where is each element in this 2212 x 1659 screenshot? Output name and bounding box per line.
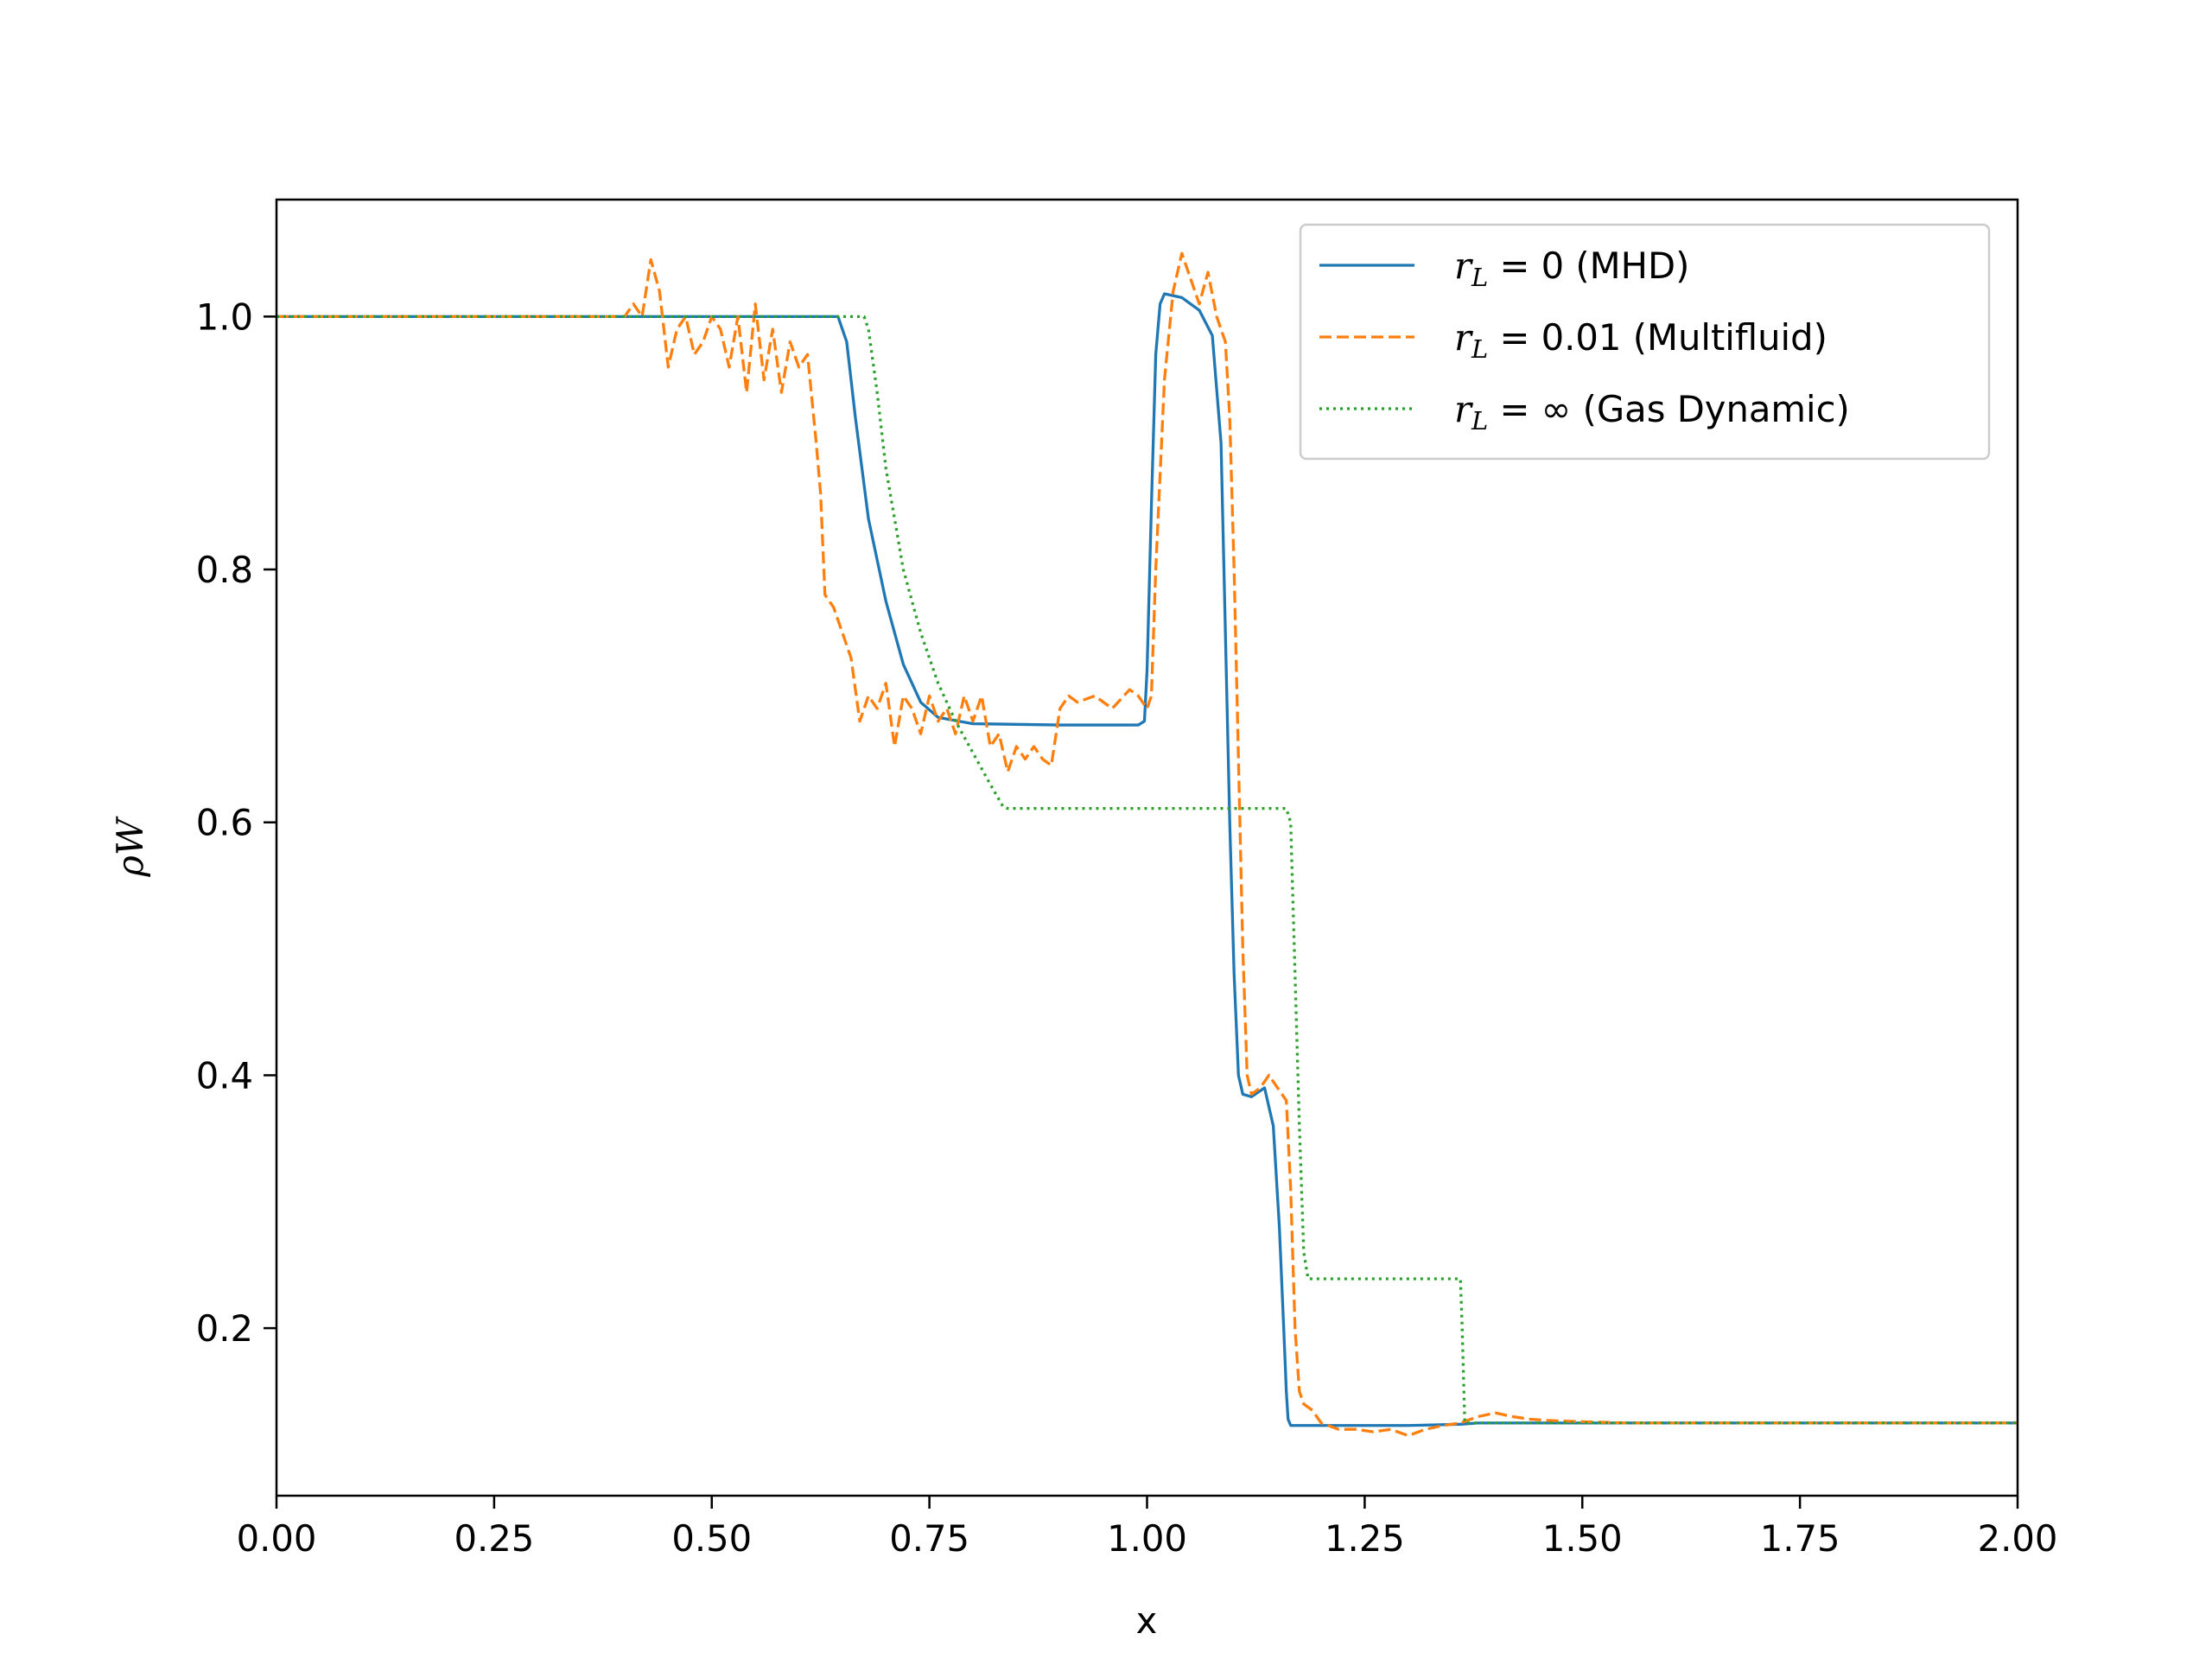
x-tick-label: 0.25 bbox=[454, 1517, 534, 1560]
y-axis: 0.2 0.4 0.6 0.8 1.0 bbox=[196, 296, 276, 1350]
legend-label-2: rL = 0.01 (Multifluid) bbox=[1454, 316, 1827, 364]
series-line-1 bbox=[276, 292, 2018, 1427]
x-tick-label: 0.75 bbox=[889, 1517, 969, 1560]
series-line-2 bbox=[276, 251, 2018, 1438]
y-axis-label: ρW bbox=[109, 816, 151, 878]
y-tick-label: 0.2 bbox=[196, 1307, 253, 1350]
x-tick-label: 1.75 bbox=[1760, 1517, 1840, 1560]
x-tick-label: 0.00 bbox=[237, 1517, 317, 1560]
y-tick-label: 1.0 bbox=[196, 296, 253, 338]
series-layer bbox=[276, 251, 2018, 1438]
x-tick-label: 0.50 bbox=[671, 1517, 752, 1560]
x-tick-label: 2.00 bbox=[1978, 1517, 2058, 1560]
y-tick-label: 0.6 bbox=[196, 802, 253, 844]
x-tick-label: 1.50 bbox=[1542, 1517, 1623, 1560]
legend-label-1: rL = 0 (MHD) bbox=[1454, 245, 1689, 292]
legend: rL = 0 (MHD) rL = 0.01 (Multifluid) rL = ∞… bbox=[1299, 223, 1991, 461]
legend-label-3: rL = ∞ (Gas Dynamic) bbox=[1454, 388, 1850, 435]
x-axis: 0.00 0.25 0.50 0.75 1.00 1.25 1.50 1.75 2.00 bbox=[237, 1496, 2058, 1560]
x-tick-label: 1.00 bbox=[1107, 1517, 1187, 1560]
y-tick-label: 0.8 bbox=[196, 549, 253, 591]
legend-box bbox=[1299, 223, 1991, 461]
x-tick-label: 1.25 bbox=[1325, 1517, 1405, 1560]
y-tick-label: 0.4 bbox=[196, 1054, 253, 1096]
x-axis-label: x bbox=[1136, 1599, 1158, 1642]
